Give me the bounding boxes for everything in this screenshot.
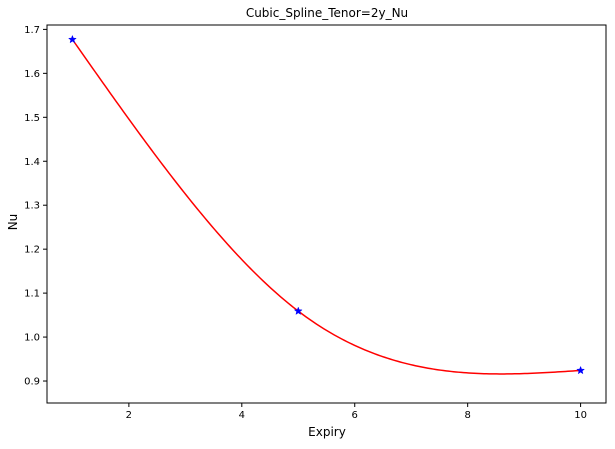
plot-frame: [46, 24, 607, 404]
x-tick-label: 8: [464, 410, 470, 421]
y-tick-label: 1.7: [24, 25, 40, 36]
y-axis-label: Nu: [6, 214, 20, 231]
data-point-star: [293, 306, 303, 315]
x-tick-label: 2: [126, 410, 132, 421]
data-point-star: [576, 365, 586, 375]
y-tick-label: 1.0: [24, 333, 40, 344]
chart-title: Cubic_Spline_Tenor=2y_Nu: [246, 6, 408, 20]
x-tick-label: 6: [352, 410, 358, 421]
y-tick-label: 1.5: [24, 113, 40, 124]
y-tick-label: 0.9: [24, 377, 40, 388]
plot-area: [67, 34, 586, 375]
y-tick-label: 1.4: [24, 157, 40, 168]
y-tick-label: 1.3: [24, 201, 40, 212]
y-tick-label: 1.1: [24, 289, 40, 300]
y-tick-label: 1.6: [24, 69, 40, 80]
data-point-star: [67, 34, 77, 44]
y-tick-label: 1.2: [24, 245, 40, 256]
axes: 2 4 6 8 10 0.9 1.0 1.1 1.2 1.3 1.4 1.5 1.6 1.7: [24, 24, 607, 421]
spline-line: [71, 39, 581, 375]
x-tick-label: 10: [574, 410, 587, 421]
x-axis-label: Expiry: [308, 425, 346, 439]
x-tick-label: 4: [239, 410, 245, 421]
